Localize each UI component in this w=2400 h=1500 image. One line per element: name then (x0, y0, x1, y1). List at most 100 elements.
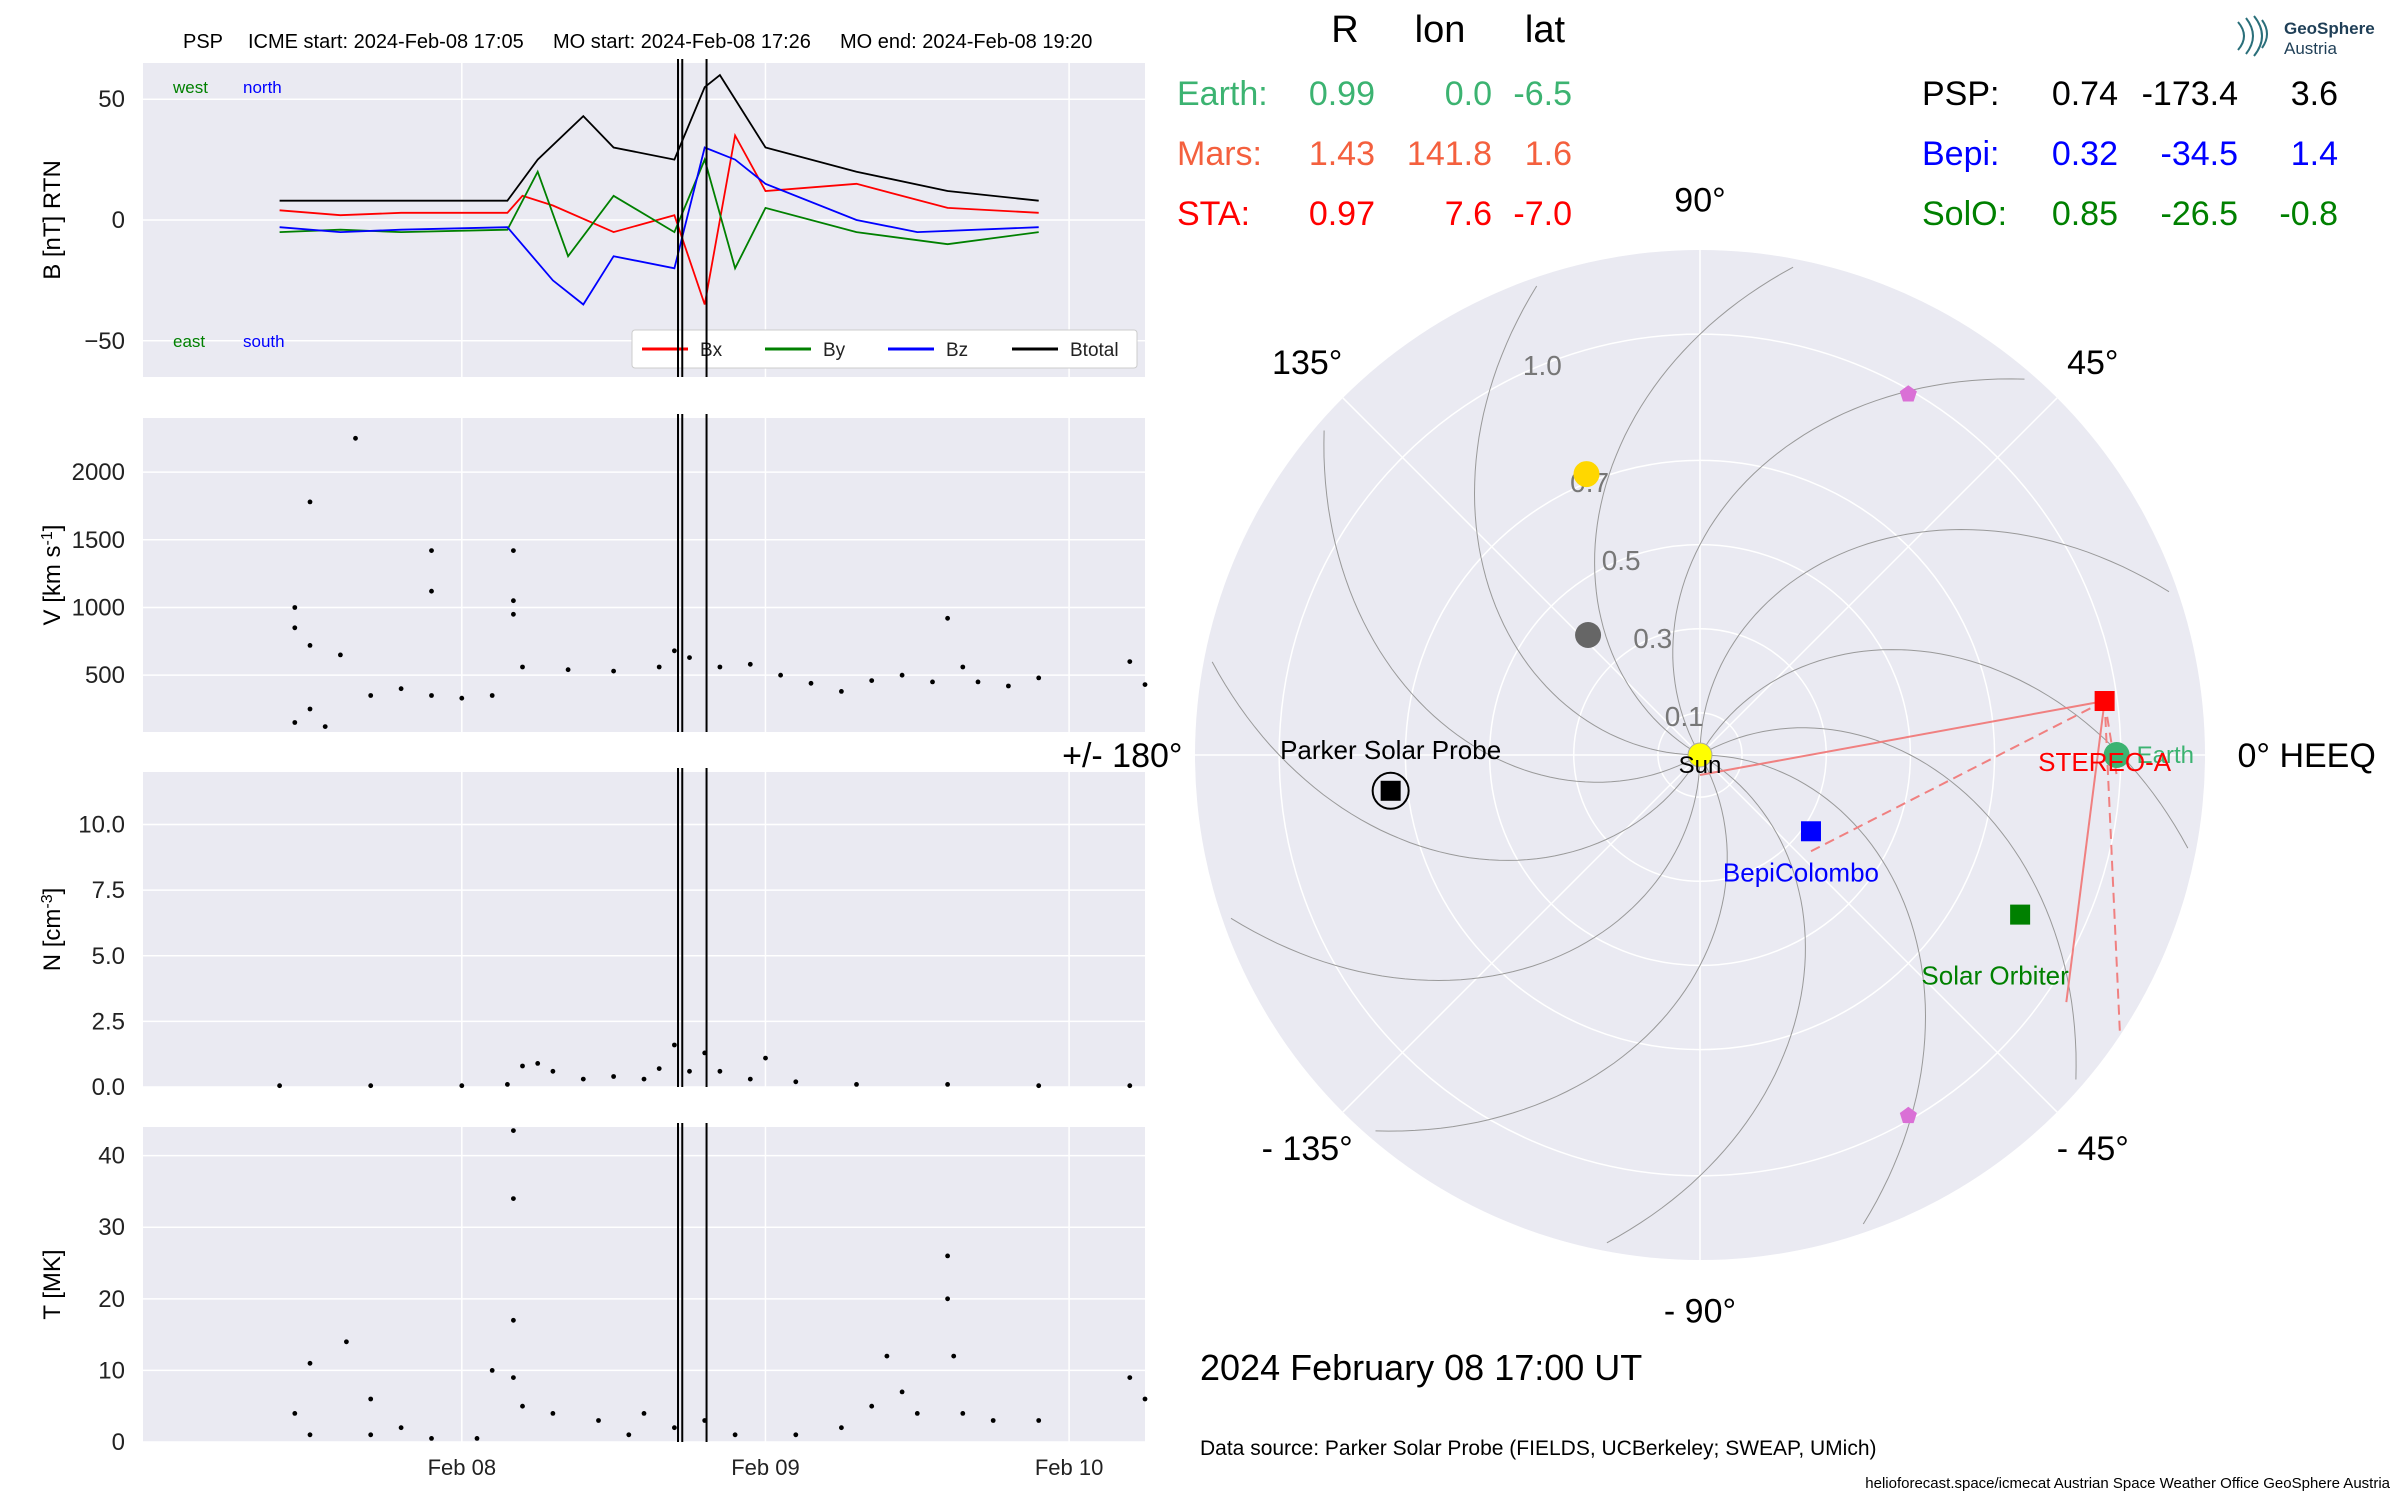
legend-label-bz: Bz (946, 340, 968, 361)
data-point (960, 664, 966, 670)
data-point (429, 588, 434, 594)
angle-label: - 45° (2057, 1130, 2129, 1168)
table-right-name: PSP: (1922, 75, 1999, 113)
data-point (1142, 682, 1148, 687)
data-point (1127, 1083, 1133, 1089)
data-point (687, 1068, 692, 1074)
y-tick-label: 10 (98, 1357, 125, 1384)
panel-B: −50 0 50 B [nT] RTN west north east south Bx By Bz… (39, 59, 1145, 377)
parker-spiral-line (1323, 430, 1701, 783)
data-point (869, 1403, 875, 1409)
parker-spiral-line (1699, 528, 2170, 756)
table-right-r: 0.85 (2052, 195, 2118, 233)
logo-mark-icon (2237, 15, 2268, 57)
marker-sta (2094, 691, 2115, 712)
y-tick-label: 50 (98, 86, 125, 113)
data-point (808, 680, 814, 686)
data-point (945, 1082, 950, 1087)
data-point (1036, 1418, 1042, 1423)
data-point (398, 1425, 404, 1431)
data-point (520, 1403, 525, 1409)
parker-spiral-line (1211, 661, 1701, 861)
parker-spiral-line (1473, 285, 1701, 756)
footer-credits: helioforecast.space/icmecat Austrian Spa… (1865, 1475, 2390, 1492)
logo-line2: Austria (2284, 39, 2337, 58)
data-point (520, 1063, 525, 1069)
angular-gridline (1699, 397, 2058, 756)
table-right-lat: 3.6 (2291, 75, 2338, 113)
table-left-lon: 141.8 (1407, 135, 1492, 173)
y-tick-label: 0.0 (92, 1074, 125, 1101)
table-right-lat: 1.4 (2291, 135, 2338, 173)
x-tick-label: Feb 09 (731, 1455, 800, 1480)
label-east: east (173, 332, 205, 351)
header: PSP ICME start: 2024-Feb-08 17:05 MO sta… (183, 31, 1092, 53)
data-point (672, 648, 677, 654)
data-point (307, 499, 313, 505)
data-point (580, 1076, 586, 1082)
data-point (429, 1436, 434, 1441)
table-left-r: 0.97 (1309, 195, 1375, 233)
legend-box (631, 329, 1138, 369)
x-tick-label: Feb 10 (1035, 1455, 1104, 1480)
data-point (550, 1068, 556, 1074)
y-tick-label: 30 (98, 1214, 125, 1241)
parker-spiral-line (1230, 754, 1701, 982)
parker-spiral-line (1375, 754, 1728, 1132)
marker-solo (2010, 904, 2031, 925)
data-point (945, 615, 950, 621)
y-tick-label: 5.0 (92, 943, 125, 970)
data-point (899, 672, 905, 678)
data-point (511, 611, 516, 617)
y-tick-label: −50 (84, 328, 125, 355)
object-label-sta: STEREO-A (2038, 747, 2172, 777)
angle-label: +/- 180° (1062, 737, 1182, 775)
legend-label-btotal: Btotal (1070, 340, 1119, 361)
table-right-lat: -0.8 (2279, 195, 2338, 233)
angle-label: - 135° (1262, 1130, 1353, 1168)
table-right-name: Bepi: (1922, 135, 2000, 173)
marker-earth (2103, 742, 2130, 768)
data-point (429, 693, 434, 698)
marker-l5 (1899, 1106, 1917, 1124)
connection-line (2103, 700, 2118, 776)
data-point (292, 720, 298, 725)
data-point (945, 1253, 950, 1259)
data-point (672, 1425, 677, 1431)
panel-T: 0 10 20 30 40 T [MK] (39, 1123, 1148, 1456)
data-point (914, 1411, 920, 1416)
data-point (353, 435, 358, 441)
series-line-bz (279, 146, 1039, 306)
label-south: south (243, 332, 285, 351)
y-axis-label: N [cm-3] (39, 888, 67, 972)
data-point (1036, 675, 1042, 681)
y-tick-label: 0 (112, 1429, 125, 1456)
y-tick-label: 1000 (72, 594, 125, 621)
data-point (626, 1432, 632, 1438)
table-left-lon: 0.0 (1445, 75, 1492, 113)
data-point (1127, 659, 1133, 664)
data-point (459, 695, 465, 701)
data-point (930, 679, 935, 685)
legend-label-bx: Bx (700, 340, 723, 361)
angular-gridline (1342, 754, 1701, 1113)
parker-spiral-line (1606, 754, 1806, 1244)
table-left-name: Mars: (1177, 135, 1262, 173)
angular-gridline (1699, 754, 2058, 1113)
y-axis-label: T [MK] (39, 1249, 66, 1319)
data-point (763, 1055, 768, 1061)
table-left-lat: -6.5 (1513, 75, 1572, 113)
data-point (489, 693, 495, 698)
panel-N: 0.0 2.5 5.0 7.5 10.0 N [cm-3] (39, 768, 1145, 1101)
connection-line (2065, 700, 2106, 1003)
series-line-by (279, 156, 1039, 271)
data-point (398, 686, 404, 692)
parker-spiral-line (1699, 754, 1927, 1225)
footer-source: Data source: Parker Solar Probe (FIELDS,… (1200, 1437, 1877, 1460)
data-point (368, 693, 374, 698)
r-tick-label: 0.3 (1633, 623, 1672, 654)
table-left-lat: -7.0 (1513, 195, 1572, 233)
panel-background (143, 1127, 1145, 1442)
table-left-r: 1.43 (1309, 135, 1375, 173)
